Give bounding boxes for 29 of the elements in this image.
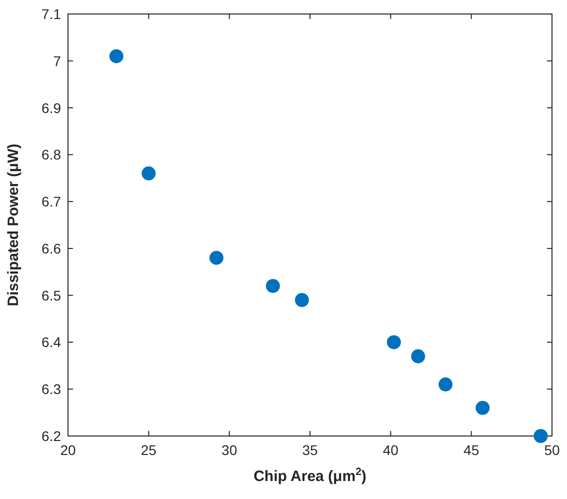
y-tick-label: 7: [53, 52, 62, 69]
x-tick-label: 50: [544, 442, 560, 458]
y-tick-label: 6.3: [42, 381, 62, 398]
point: [209, 250, 224, 265]
y-tick-label: 6.4: [42, 334, 62, 350]
point: [109, 49, 124, 64]
y-tick-label: 7.1: [42, 6, 62, 22]
point: [534, 429, 548, 443]
x-tick-label: 20: [60, 442, 76, 458]
x-tick-label: 25: [140, 442, 157, 458]
point: [266, 278, 280, 293]
y-axis-title: Dissipated Power (μW): [5, 144, 22, 306]
point: [386, 335, 401, 350]
point: [411, 349, 426, 364]
x-tick-label: 35: [302, 442, 318, 458]
x-tick-label: 30: [222, 442, 238, 458]
point: [476, 400, 490, 415]
point: [142, 166, 156, 180]
y-tick-label: 6.5: [42, 287, 62, 304]
y-tick-label: 6.9: [42, 100, 62, 116]
x-tick-label: 45: [464, 442, 480, 458]
point: [438, 377, 453, 392]
y-tick-label: 6.8: [42, 146, 62, 163]
y-tick-label: 6.7: [42, 194, 62, 210]
x-axis-title: Chip Area (μm$^{2}$): [254, 466, 366, 485]
x-tick-label: 40: [382, 442, 399, 458]
point: [294, 293, 309, 308]
y-tick-label: 6.6: [42, 240, 62, 256]
y-tick-label: 6.2: [42, 428, 62, 444]
